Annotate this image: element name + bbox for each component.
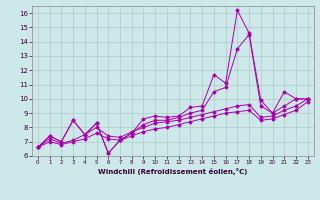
X-axis label: Windchill (Refroidissement éolien,°C): Windchill (Refroidissement éolien,°C) <box>98 168 247 175</box>
